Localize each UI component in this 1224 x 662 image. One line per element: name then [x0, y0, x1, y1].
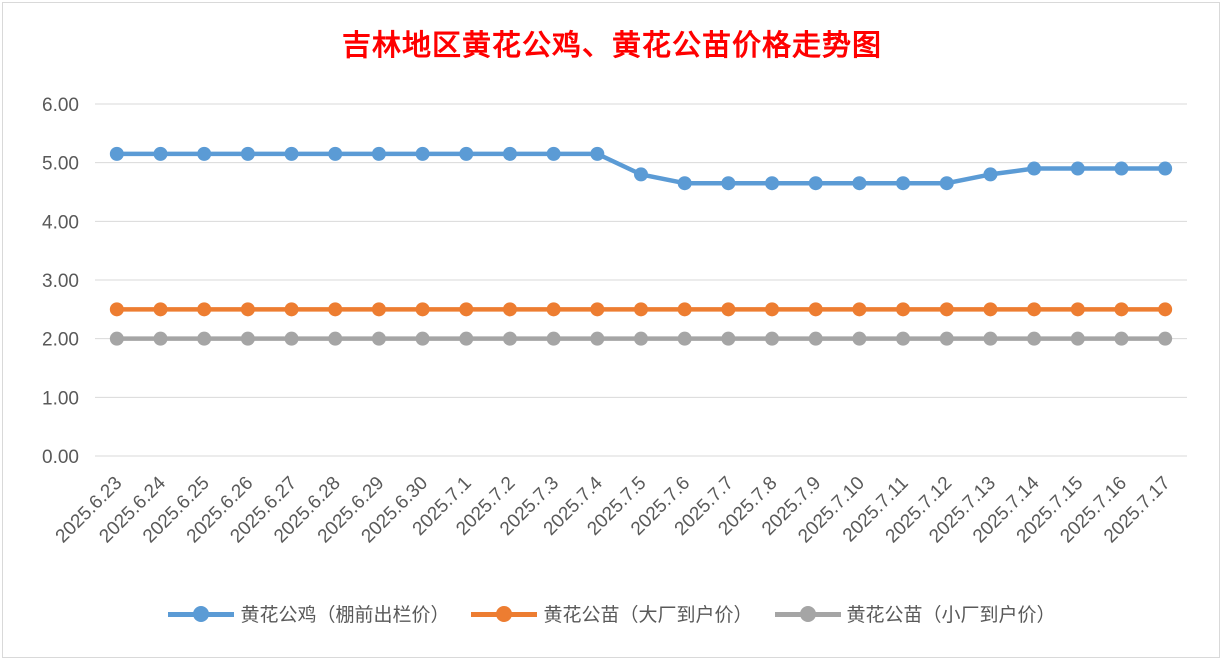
data-point — [371, 331, 386, 346]
data-point — [852, 302, 867, 317]
y-tick-label: 5.00 — [42, 154, 79, 175]
data-point — [109, 146, 124, 161]
data-point — [983, 167, 998, 182]
data-point — [546, 302, 561, 317]
data-point — [634, 302, 648, 317]
data-point — [546, 146, 561, 161]
data-point — [197, 146, 212, 161]
y-tick-label: 6.00 — [42, 95, 79, 116]
data-point — [721, 302, 736, 317]
data-point — [721, 331, 736, 346]
data-point — [459, 302, 474, 317]
data-point — [765, 331, 780, 346]
data-point — [459, 146, 474, 161]
y-tick-label: 0.00 — [42, 447, 79, 468]
data-point — [153, 331, 168, 346]
data-point — [765, 302, 780, 317]
data-point — [328, 331, 343, 346]
data-point — [590, 331, 605, 346]
data-point — [415, 146, 430, 161]
data-point — [546, 331, 561, 346]
y-tick-label: 3.00 — [42, 271, 79, 292]
legend-label: 黄花公苗（小厂到户价） — [846, 604, 1056, 626]
data-point — [939, 176, 954, 191]
data-point — [1027, 302, 1042, 317]
chart-legend: 黄花公鸡（棚前出栏价） 黄花公苗（大厂到户价） 黄花公苗（小厂到户价） — [0, 600, 1224, 627]
data-point — [284, 331, 299, 346]
data-point — [677, 302, 692, 317]
data-point — [153, 302, 168, 317]
data-point — [284, 302, 299, 317]
data-point — [677, 176, 692, 191]
data-point — [852, 331, 867, 346]
data-point — [939, 302, 954, 317]
data-point — [590, 146, 605, 161]
data-point — [502, 331, 517, 346]
y-tick-label: 4.00 — [42, 212, 79, 233]
data-point — [109, 331, 124, 346]
data-point — [896, 331, 911, 346]
data-point — [284, 146, 299, 161]
data-point — [983, 331, 998, 346]
data-point — [721, 176, 736, 191]
data-point — [1114, 331, 1129, 346]
data-point — [808, 331, 823, 346]
legend-item: 黄花公苗（小厂到户价） — [774, 600, 1056, 627]
legend-swatch — [168, 602, 235, 626]
data-point — [459, 331, 474, 346]
y-tick-label: 1.00 — [42, 388, 79, 409]
data-point — [415, 302, 430, 317]
legend-swatch — [774, 602, 841, 626]
data-point — [1114, 161, 1129, 176]
data-point — [808, 176, 823, 191]
legend-label: 黄花公苗（大厂到户价） — [543, 604, 753, 626]
legend-label: 黄花公鸡（棚前出栏价） — [240, 604, 450, 626]
data-point — [634, 331, 648, 346]
data-point — [415, 331, 430, 346]
data-point — [590, 302, 605, 317]
data-point — [197, 331, 212, 346]
legend-item: 黄花公鸡（棚前出栏价） — [168, 600, 449, 627]
data-point — [371, 146, 386, 161]
data-point — [240, 302, 255, 317]
data-point — [634, 167, 648, 182]
legend-item: 黄花公苗（大厂到户价） — [471, 600, 753, 627]
y-tick-label: 2.00 — [42, 330, 79, 351]
data-point — [1158, 302, 1173, 317]
data-point — [896, 302, 911, 317]
data-point — [328, 146, 343, 161]
data-point — [677, 331, 692, 346]
data-point — [1027, 161, 1042, 176]
data-point — [765, 176, 780, 191]
data-point — [1158, 161, 1173, 176]
data-point — [1070, 331, 1085, 346]
data-point — [371, 302, 386, 317]
data-point — [896, 176, 911, 191]
data-point — [1070, 302, 1085, 317]
data-point — [1114, 302, 1129, 317]
data-point — [240, 331, 255, 346]
data-point — [197, 302, 212, 317]
data-point — [502, 302, 517, 317]
data-point — [808, 302, 823, 317]
data-point — [939, 331, 954, 346]
data-point — [240, 146, 255, 161]
data-point — [109, 302, 124, 317]
data-point — [1027, 331, 1042, 346]
data-point — [153, 146, 168, 161]
data-point — [983, 302, 998, 317]
chart-title: 吉林地区黄花公鸡、黄花公苗价格走势图 — [341, 28, 882, 62]
data-point — [852, 176, 867, 191]
legend-swatch — [471, 602, 538, 626]
data-point — [328, 302, 343, 317]
data-point — [1070, 161, 1085, 176]
data-point — [502, 146, 517, 161]
data-point — [1158, 331, 1173, 346]
